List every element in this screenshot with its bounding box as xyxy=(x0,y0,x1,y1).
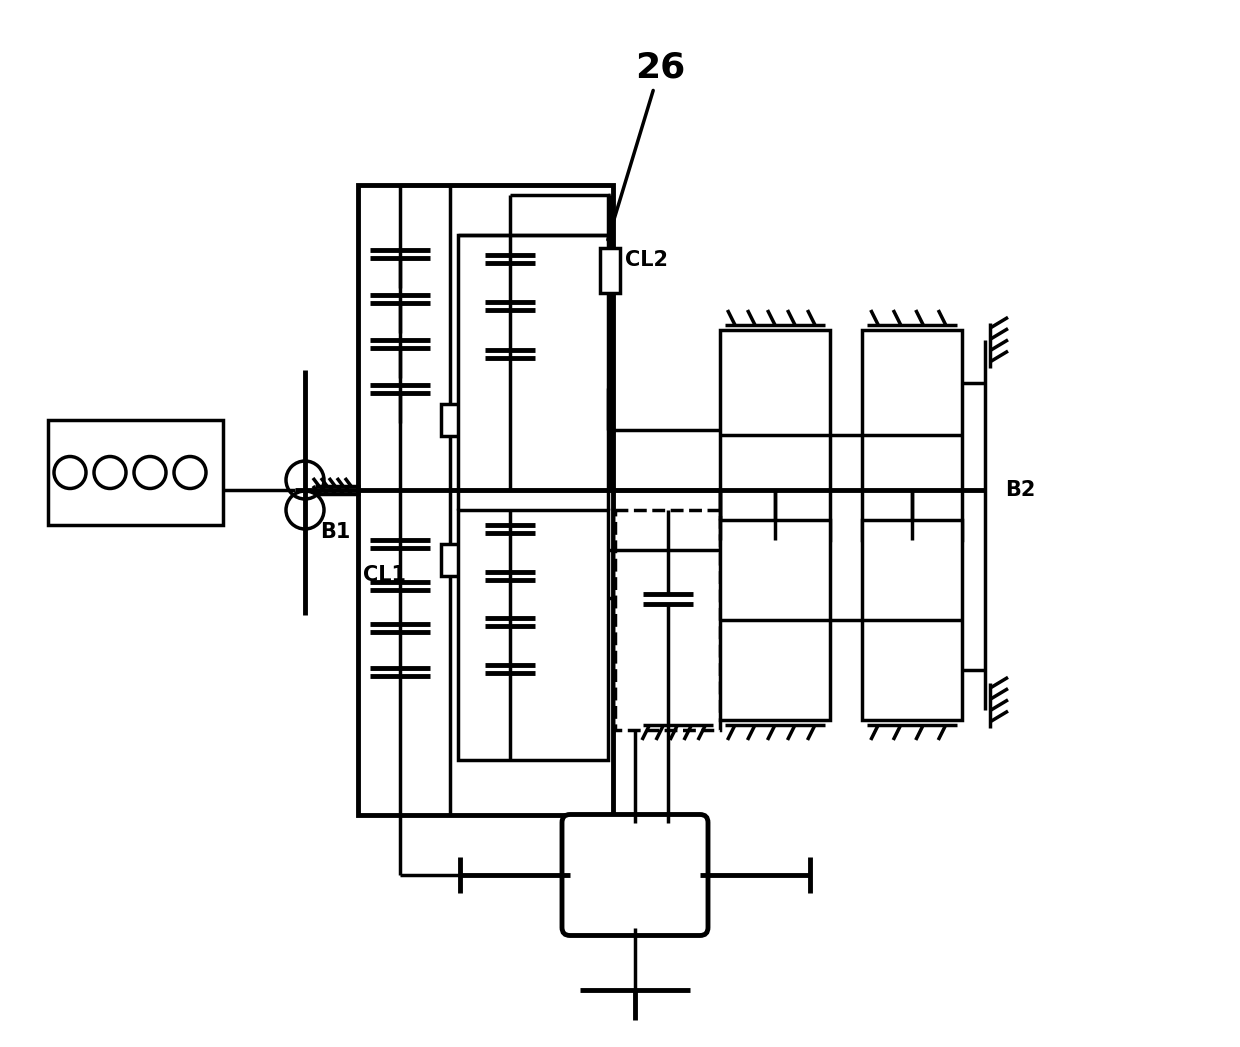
Bar xyxy=(458,235,608,490)
Bar xyxy=(441,404,459,436)
Text: B1: B1 xyxy=(320,522,351,542)
Bar xyxy=(720,520,830,720)
Text: B2: B2 xyxy=(1004,480,1035,500)
Bar xyxy=(720,330,830,540)
Bar xyxy=(600,247,620,292)
Bar xyxy=(358,185,613,815)
Bar xyxy=(48,420,223,525)
Bar xyxy=(441,544,459,576)
Bar xyxy=(458,510,608,760)
Text: 26: 26 xyxy=(608,51,686,240)
FancyBboxPatch shape xyxy=(562,815,708,936)
Bar xyxy=(862,520,962,720)
Bar xyxy=(615,510,720,730)
Bar xyxy=(862,330,962,540)
Text: CL2: CL2 xyxy=(625,250,668,270)
Text: CL1: CL1 xyxy=(363,565,405,585)
